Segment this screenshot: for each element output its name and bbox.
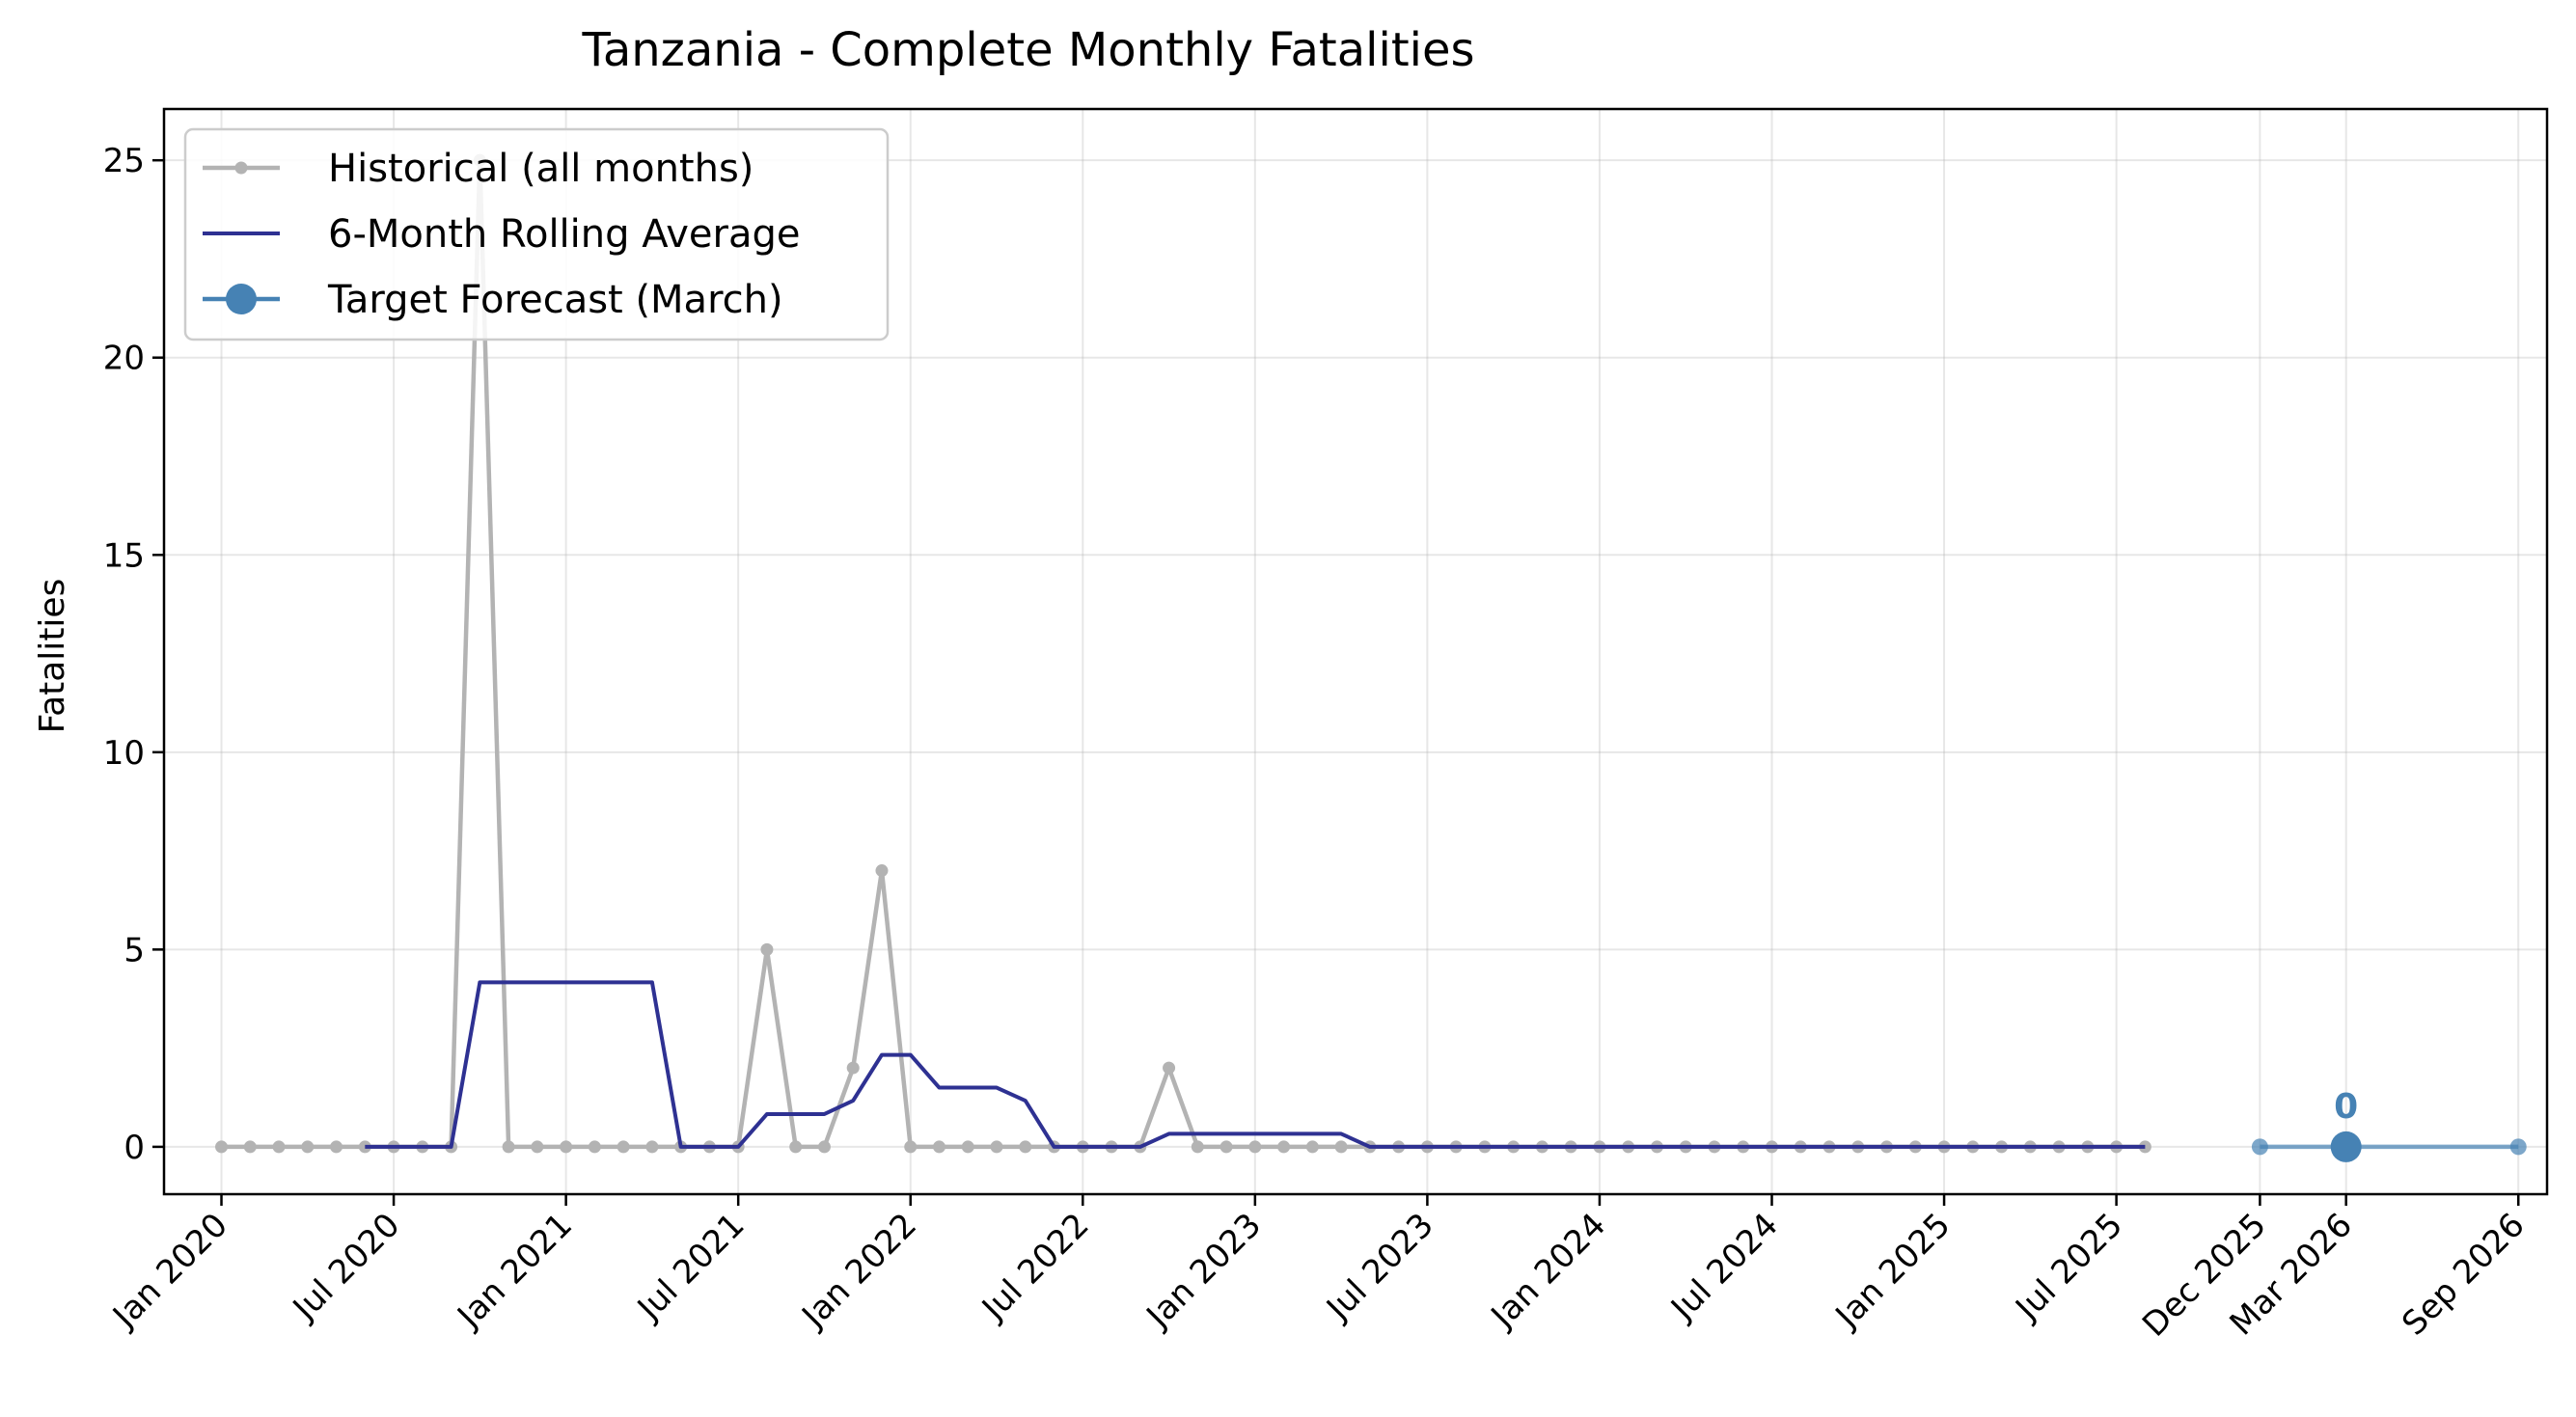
rolling-average-line xyxy=(365,980,2146,1149)
y-tick-label: 15 xyxy=(103,536,145,575)
historical-point xyxy=(789,1140,803,1154)
historical-point xyxy=(961,1140,974,1154)
legend-label: Historical (all months) xyxy=(328,147,754,191)
grid xyxy=(164,109,2547,1194)
historical-point xyxy=(846,1061,860,1075)
y-tick-label: 0 xyxy=(123,1129,145,1167)
y-tick-label: 10 xyxy=(103,734,145,773)
historical-point xyxy=(1334,1140,1348,1154)
forecast-target-point xyxy=(2330,1131,2362,1162)
historical-point xyxy=(817,1140,831,1154)
legend-label: 6-Month Rolling Average xyxy=(328,212,801,257)
y-tick-label: 5 xyxy=(123,931,145,969)
x-tick-label: Jan 2022 xyxy=(794,1206,925,1337)
forecast-point xyxy=(2251,1138,2268,1156)
historical-point xyxy=(1219,1140,1233,1154)
historical-point xyxy=(645,1140,659,1154)
legend-historical-marker xyxy=(234,161,248,175)
legend-box xyxy=(183,127,890,341)
historical-point xyxy=(531,1140,544,1154)
series xyxy=(215,153,2527,1162)
x-tick-label: Jul 2023 xyxy=(1318,1206,1441,1329)
x-tick-label: Jul 2024 xyxy=(1662,1206,1786,1329)
x-tick-label: Jul 2025 xyxy=(2007,1206,2130,1329)
historical-point xyxy=(1019,1140,1032,1154)
historical-point xyxy=(760,942,774,956)
historical-point xyxy=(588,1140,601,1154)
annotations: 0 xyxy=(2334,1087,2358,1127)
historical-point xyxy=(1305,1140,1319,1154)
x-tick-label: Jul 2022 xyxy=(973,1206,1097,1329)
historical-point xyxy=(1191,1140,1204,1154)
historical-point xyxy=(617,1140,630,1154)
x-tick-label: Jan 2023 xyxy=(1138,1206,1270,1337)
plot-area xyxy=(162,107,2549,1196)
historical-point xyxy=(502,1140,515,1154)
y-axis-label: Fatalities xyxy=(33,579,72,734)
historical-point xyxy=(301,1140,315,1154)
historical-point xyxy=(330,1140,343,1154)
x-tick-label: Jan 2024 xyxy=(1483,1206,1614,1337)
x-tick-label: Sep 2026 xyxy=(2395,1206,2532,1343)
historical-point xyxy=(875,864,889,878)
historical-point xyxy=(560,1140,573,1154)
historical-point xyxy=(243,1140,257,1154)
historical-point xyxy=(1163,1061,1176,1075)
historical-point xyxy=(215,1140,229,1154)
legend-label: Target Forecast (March) xyxy=(327,278,783,322)
historical-point xyxy=(272,1140,286,1154)
forecast-value-label: 0 xyxy=(2334,1087,2358,1127)
chart-title: Tanzania - Complete Monthly Fatalities xyxy=(581,23,1474,77)
x-tick-label: Jul 2020 xyxy=(285,1206,408,1329)
x-tick-label: Jul 2021 xyxy=(629,1206,753,1329)
historical-point xyxy=(990,1140,1003,1154)
y-tick-label: 20 xyxy=(103,340,145,378)
x-tick-label: Jan 2025 xyxy=(1827,1206,1959,1337)
historical-point xyxy=(904,1140,918,1154)
legend-forecast-marker xyxy=(226,284,257,314)
historical-point xyxy=(1277,1140,1291,1154)
historical-point xyxy=(1248,1140,1262,1154)
x-tick-label: Jan 2021 xyxy=(449,1206,580,1337)
x-tick-label: Jan 2020 xyxy=(104,1206,235,1337)
y-tick-label: 25 xyxy=(103,142,145,180)
legend: Historical (all months) 6-Month Rolling A… xyxy=(183,127,890,341)
historical-point xyxy=(932,1140,945,1154)
forecast-point xyxy=(2509,1138,2527,1156)
